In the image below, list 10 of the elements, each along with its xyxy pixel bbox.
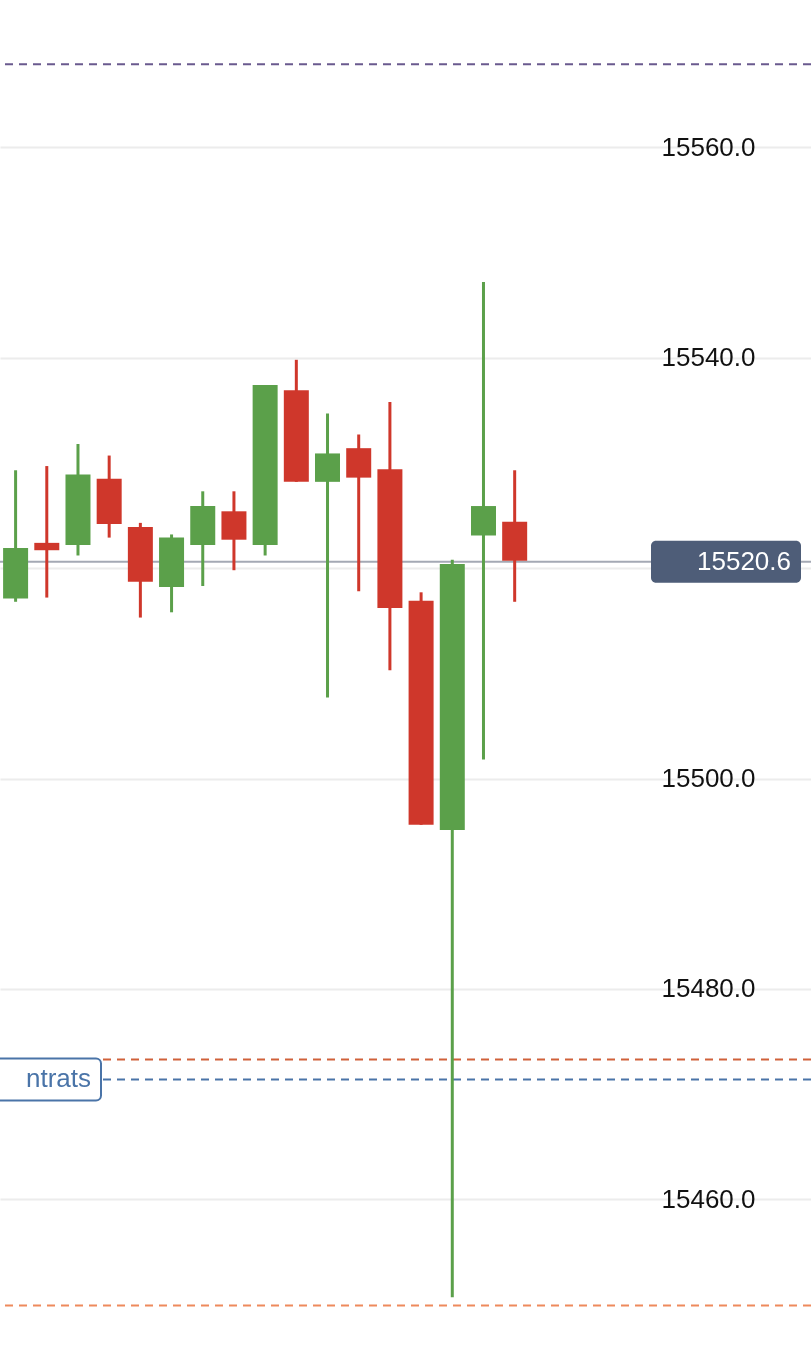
candlestick: [34, 466, 60, 598]
ref-line-label: 15520.6: [697, 545, 791, 576]
y-tick-label: 15460.0: [661, 1183, 756, 1214]
ref-line-label: ntrats: [25, 1063, 91, 1094]
y-tick-label: 15560.0: [661, 131, 756, 162]
candlestick: [315, 413, 341, 698]
y-tick-label: 15480.0: [661, 973, 756, 1004]
y-tick-label: 15500.0: [661, 763, 756, 794]
candlestick: [470, 281, 496, 760]
y-tick-label: 15540.0: [661, 342, 756, 373]
